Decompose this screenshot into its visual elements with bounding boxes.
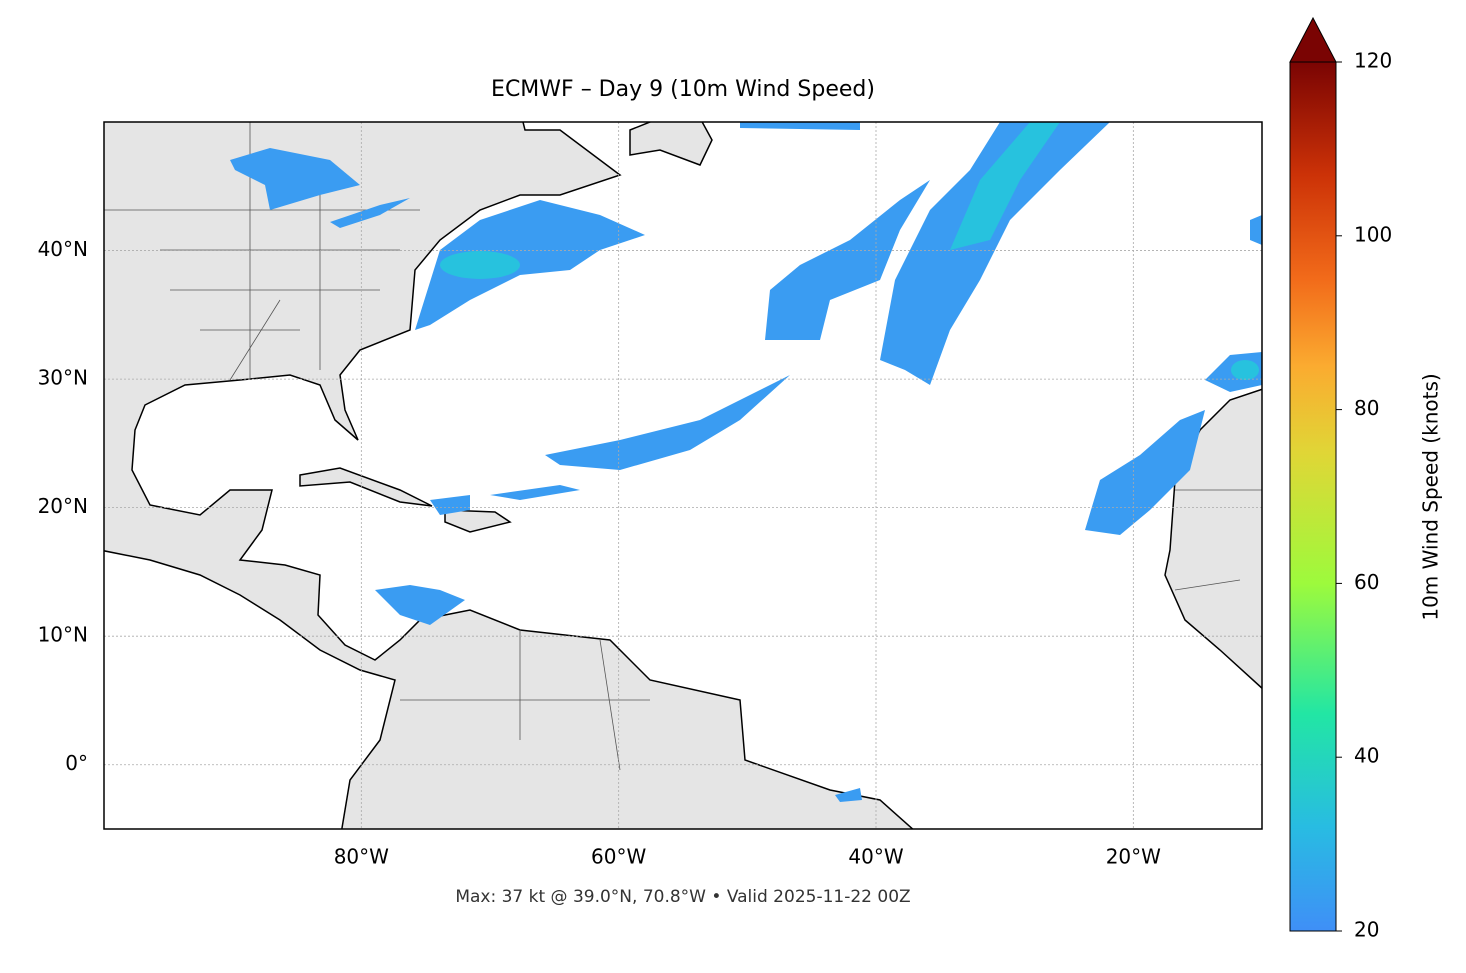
cuba <box>299 467 433 507</box>
colorbar-tick-label: 80 <box>1354 396 1379 420</box>
colorbar-extend <box>1289 16 1337 63</box>
lon-tick-label: 20°W <box>1106 845 1161 869</box>
map-frame <box>103 121 1263 830</box>
colorbar-tick-label: 120 <box>1354 49 1392 73</box>
footer-note: Max: 37 kt @ 39.0°N, 70.8°W • Valid 2025… <box>455 887 910 907</box>
title: ECMWF – Day 9 (10m Wind Speed) <box>491 77 875 102</box>
lat-tick-label: 30°N <box>38 366 88 390</box>
wind-field <box>230 122 1262 802</box>
borders <box>104 122 1262 771</box>
hispaniola <box>444 509 512 533</box>
lon-tick-label: 60°W <box>591 845 646 869</box>
colorbar-tick-label: 60 <box>1354 570 1379 594</box>
colorbar-tick-label: 20 <box>1354 918 1379 942</box>
lon-tick-label: 40°W <box>848 845 903 869</box>
newfoundland <box>629 122 713 166</box>
colorbar <box>1289 61 1337 932</box>
lat-tick-label: 20°N <box>38 494 88 518</box>
graticule <box>104 122 1262 829</box>
americas <box>104 122 914 829</box>
lat-tick-label: 0° <box>65 751 88 775</box>
lat-tick-label: 10°N <box>38 623 88 647</box>
colorbar-label: 10m Wind Speed (knots) <box>1419 373 1443 620</box>
lon-tick-label: 80°W <box>334 845 389 869</box>
colorbar-tick-label: 40 <box>1354 744 1379 768</box>
map-area <box>104 122 1262 829</box>
lat-tick-label: 40°N <box>38 237 88 261</box>
colorbar-tick-label: 100 <box>1354 222 1392 246</box>
